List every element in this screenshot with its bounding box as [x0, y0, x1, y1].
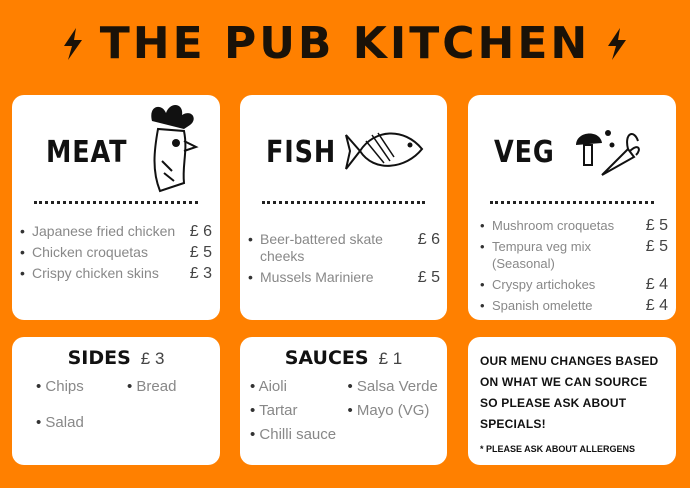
divider	[262, 201, 425, 204]
menu-item: Chicken croquetas£ 5	[20, 244, 212, 261]
notice-card: OUR MENU CHANGES BASED ON WHAT WE CAN SO…	[468, 337, 676, 465]
sides-card: SIDES £ 3 Chips Bread Salad	[12, 337, 220, 465]
veg-list: Mushroom croquetas£ 5 Tempura veg mix (S…	[480, 217, 668, 318]
sauce-item: Aioli	[250, 377, 342, 397]
sauces-heading: SAUCES	[284, 347, 369, 369]
menu-item: Cryspy artichokes£ 4	[480, 276, 668, 293]
sauce-item: Tartar	[250, 401, 342, 421]
sauce-item: Salsa Verde	[348, 377, 440, 397]
meat-list: Japanese fried chicken£ 6 Chicken croque…	[20, 223, 212, 286]
notice-text: OUR MENU CHANGES BASED ON WHAT WE CAN SO…	[480, 354, 659, 431]
sides-heading: SIDES	[67, 347, 131, 369]
menu-item: Crispy chicken skins£ 3	[20, 265, 212, 282]
sauce-item: Chilli sauce	[250, 425, 342, 445]
menu-item: Tempura veg mix (Seasonal)£ 5	[480, 238, 668, 272]
sauces-card: SAUCES £ 1 Aioli Salsa Verde Tartar Mayo …	[240, 337, 447, 465]
menu-item: Mussels Mariniere£ 5	[248, 269, 440, 286]
veg-heading: VEG	[494, 135, 555, 170]
meat-card: MEAT Japanese fried chicken£ 6 Chicken c…	[12, 95, 220, 320]
sides-list: Chips Bread Salad	[36, 377, 212, 433]
fish-list: Beer-battered skate cheeks£ 6 Mussels Ma…	[248, 231, 440, 290]
side-item: Salad	[36, 413, 121, 433]
menu-item: Japanese fried chicken£ 6	[20, 223, 212, 240]
menu-item: Mushroom croquetas£ 5	[480, 217, 668, 234]
meat-heading: MEAT	[46, 135, 128, 170]
page-title: THE PUB KITCHEN	[99, 18, 591, 69]
sauce-item: Mayo (VG)	[348, 401, 440, 421]
veg-card: VEG Mushroom croquetas£ 5 Tempura veg mi…	[468, 95, 676, 320]
fish-card: FISH Beer-battered skate cheeks£ 6 Musse…	[240, 95, 447, 320]
sides-price: £ 3	[140, 349, 165, 368]
divider	[490, 201, 654, 204]
lightning-bolt-icon	[608, 28, 626, 60]
fish-heading: FISH	[266, 135, 337, 170]
sauces-price: £ 1	[378, 349, 403, 368]
divider	[34, 201, 198, 204]
fish-icon	[345, 132, 424, 170]
allergens-note: * PLEASE ASK ABOUT ALLERGENS	[480, 444, 636, 454]
mushroom-carrot-icon	[576, 130, 640, 176]
menu-item: Beer-battered skate cheeks£ 6	[248, 231, 440, 265]
menu-item: Spanish omelette£ 4	[480, 297, 668, 314]
lightning-bolt-icon	[64, 28, 82, 60]
rooster-icon	[151, 104, 199, 193]
side-item: Bread	[127, 377, 212, 397]
side-item: Chips	[36, 377, 121, 397]
sauces-list: Aioli Salsa Verde Tartar Mayo (VG) Chill…	[250, 377, 439, 445]
